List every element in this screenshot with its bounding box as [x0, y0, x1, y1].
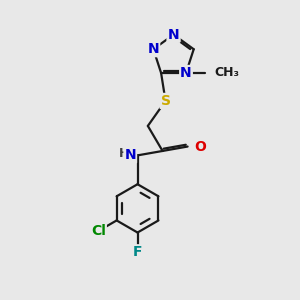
Text: N: N: [168, 28, 179, 42]
Text: N: N: [124, 148, 136, 162]
Text: S: S: [160, 94, 170, 108]
Text: O: O: [194, 140, 206, 154]
Text: H: H: [119, 147, 129, 161]
Text: N: N: [168, 28, 179, 42]
Text: F: F: [133, 245, 142, 259]
Text: CH₃: CH₃: [214, 66, 239, 80]
Text: Cl: Cl: [91, 224, 106, 238]
Text: N: N: [148, 42, 159, 56]
Text: N: N: [180, 66, 192, 80]
